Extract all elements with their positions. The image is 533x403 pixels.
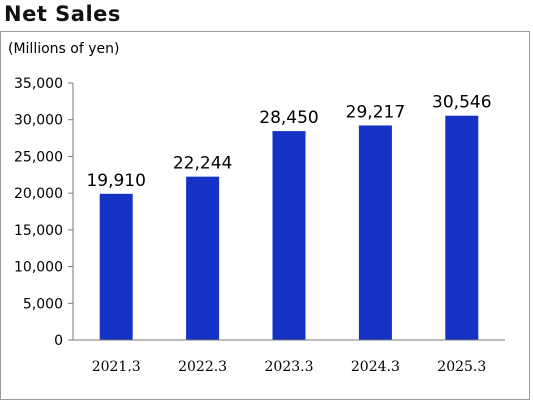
y-tick-label: 25,000: [14, 149, 63, 165]
chart-title: Net Sales: [4, 2, 121, 26]
y-tick-label: 10,000: [14, 260, 63, 276]
bar: [186, 176, 220, 340]
x-tick-label: 2025.3: [437, 359, 486, 375]
y-unit-label: (Millions of yen): [8, 41, 119, 57]
data-label: 22,244: [173, 154, 232, 174]
bar: [358, 125, 392, 340]
y-tick-label: 15,000: [14, 223, 63, 239]
chart-frame: [0, 31, 530, 400]
y-tick-label: 30,000: [14, 113, 63, 129]
y-tick-label: 5,000: [23, 296, 63, 312]
bar: [99, 193, 133, 340]
y-axis: 0 5,000 10,000 15,000 20,000 25,000 30,000 35,0…: [14, 76, 74, 349]
bar: [445, 115, 479, 341]
data-label: 28,450: [259, 108, 318, 128]
y-tick-label: 0: [54, 333, 63, 349]
data-label: 19,910: [86, 171, 145, 191]
y-tick-label: 35,000: [14, 76, 63, 92]
x-tick-label: 2024.3: [351, 359, 400, 375]
bars: 19,910 22,244 28,450 29,217 30,546: [86, 93, 492, 341]
y-tick-label: 20,000: [14, 186, 63, 202]
bar: [272, 131, 306, 340]
x-axis: 2021.3 2022.3 2023.3 2024.3 2025.3: [73, 339, 505, 375]
data-label: 30,546: [432, 93, 491, 113]
x-tick-label: 2021.3: [92, 359, 141, 375]
x-tick-label: 2022.3: [178, 359, 227, 375]
data-label: 29,217: [346, 102, 405, 122]
x-tick-label: 2023.3: [265, 359, 314, 375]
